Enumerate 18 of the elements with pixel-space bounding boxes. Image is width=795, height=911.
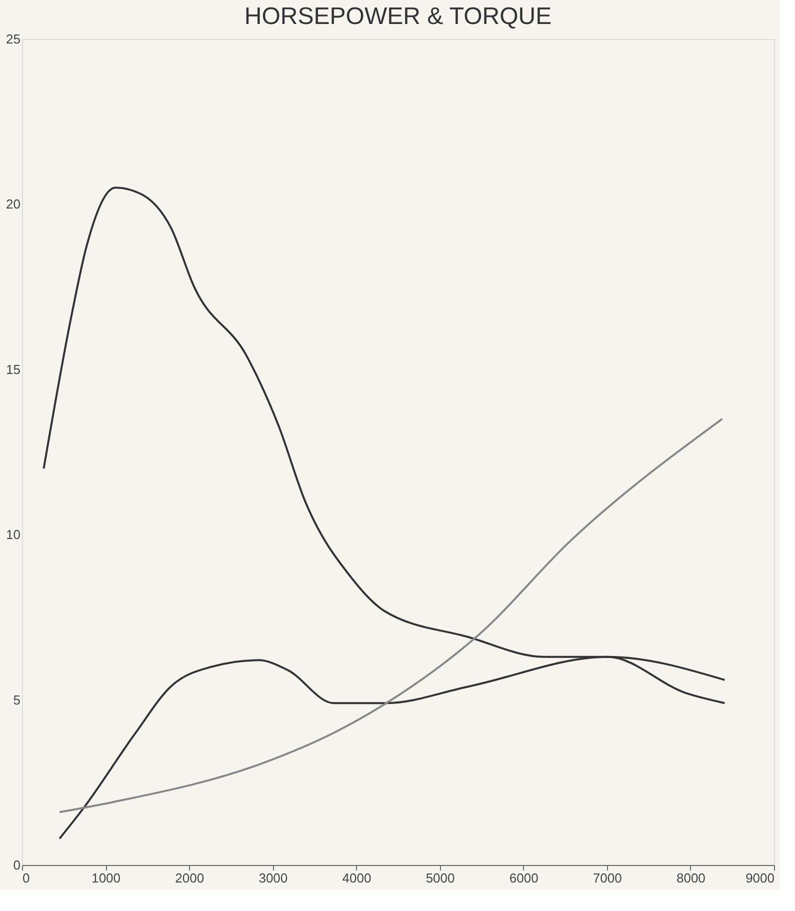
y-tick-label: 5 [13,692,20,708]
chart-title: HORSEPOWER & TORQUE [244,3,552,30]
x-tick-label: 8000 [676,870,706,886]
line-series [58,418,724,814]
x-tick-label: 0 [22,870,30,886]
x-tick-label: 9000 [746,870,774,886]
x-tick-label: 1000 [92,870,121,886]
x-tick-label: 6000 [509,870,538,886]
y-tick-label: 15 [6,362,20,377]
x-tick-label: 7000 [592,870,622,886]
y-tick-label: 25 [6,32,20,46]
x-tick-label: 5000 [426,870,455,886]
x-tick-label: 4000 [342,870,372,886]
y-tick-label: 0 [13,858,20,872]
y-tick-label: 10 [6,527,20,542]
y-tick-label: 20 [6,196,20,212]
x-tick-label: 2000 [175,870,204,886]
x-tick-label: 3000 [258,870,288,886]
